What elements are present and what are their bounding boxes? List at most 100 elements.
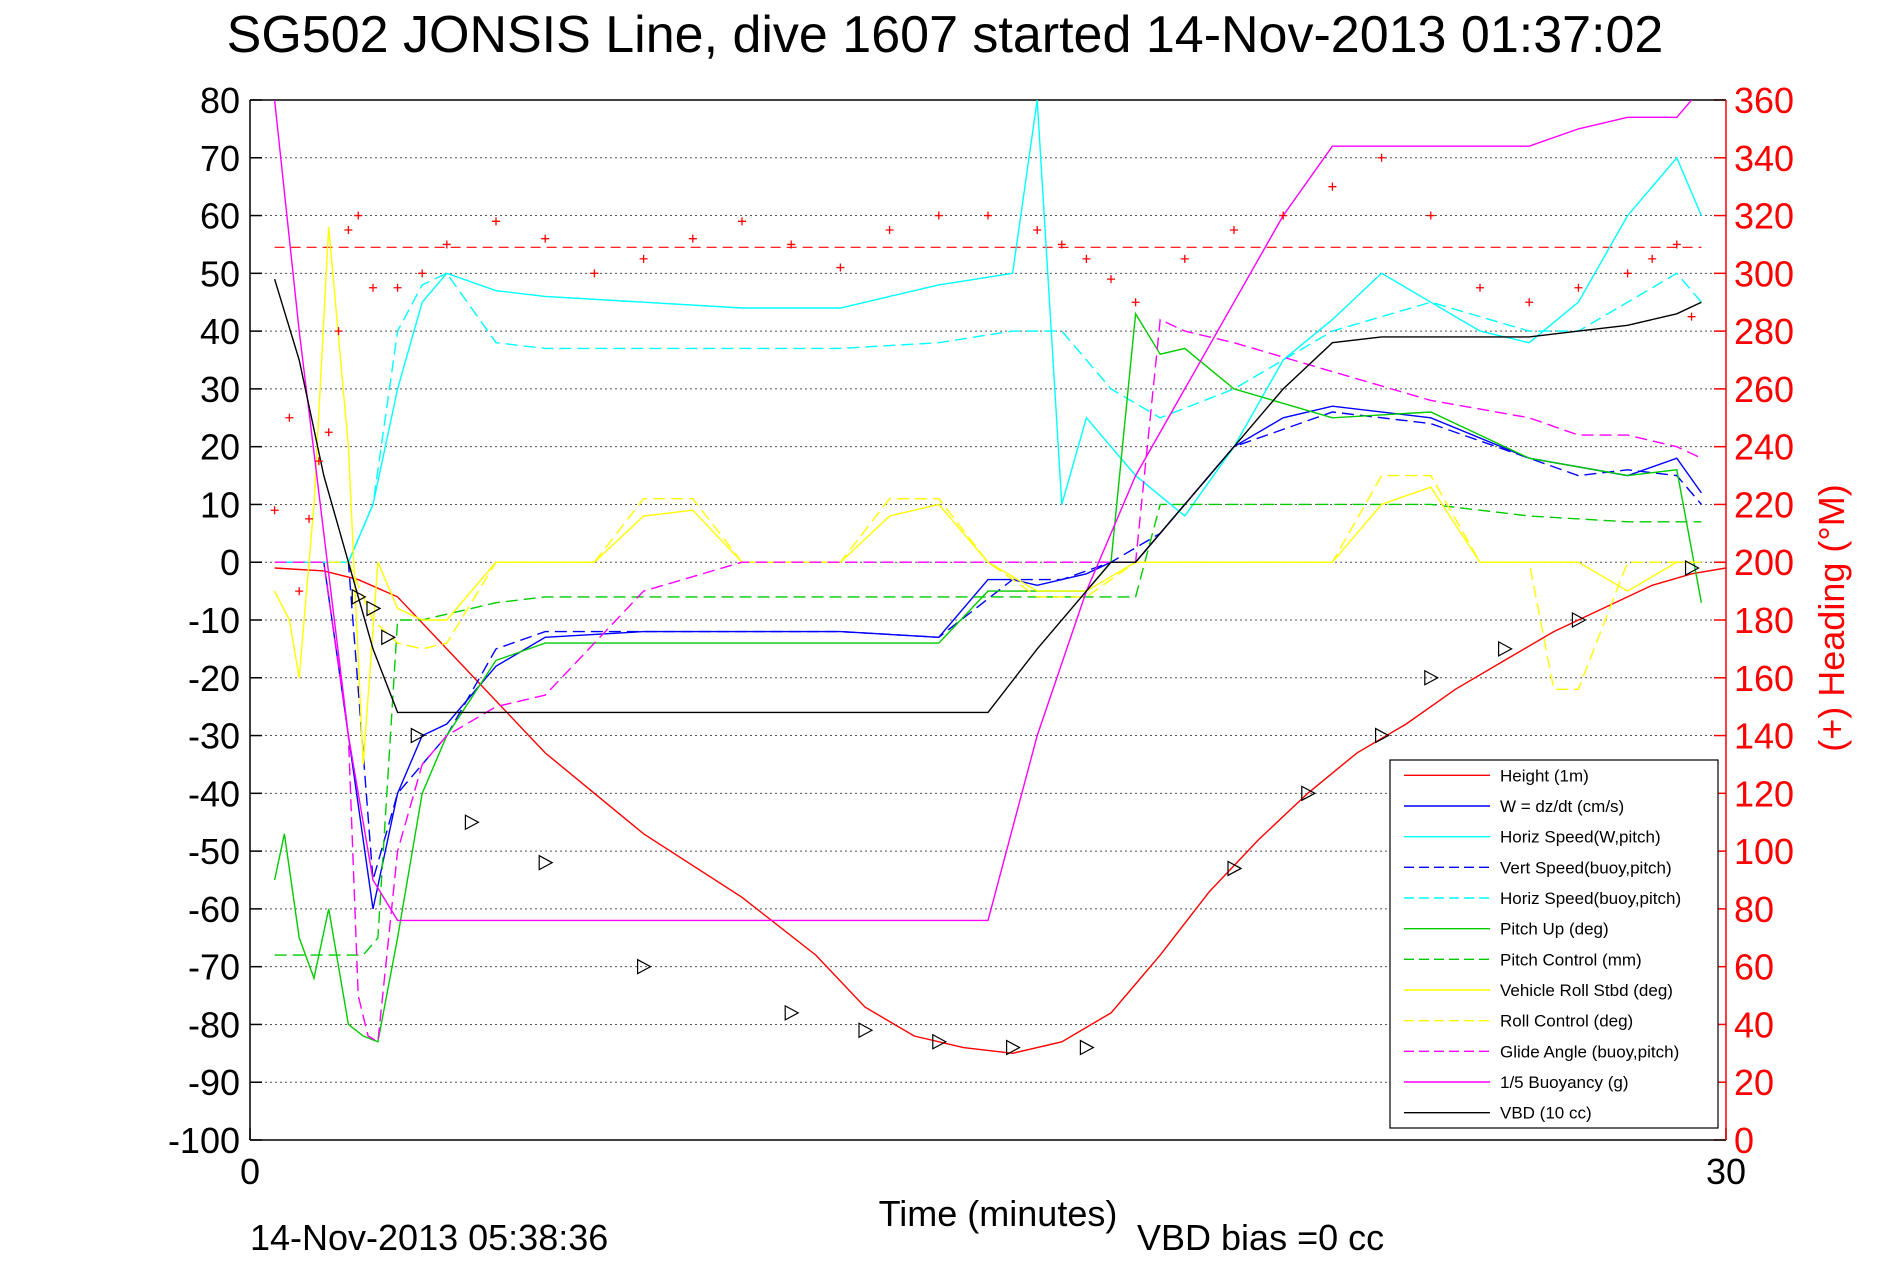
y-tick-label: -50: [188, 831, 240, 872]
depth-marker: [1006, 1039, 1021, 1056]
heading-point: [541, 234, 550, 243]
y-tick-label: 40: [200, 311, 240, 352]
y-tick-label: 30: [200, 369, 240, 410]
y-tick-label: 50: [200, 253, 240, 294]
series-line-9: [274, 318, 1702, 1043]
y-tick-label: -30: [188, 716, 240, 757]
series-line-11: [273, 278, 1702, 714]
legend-label: Height (1m): [1500, 766, 1589, 785]
heading-point: [639, 254, 648, 263]
heading-point: [934, 211, 943, 220]
y-tick-label: -80: [188, 1004, 240, 1045]
heading-point: [393, 283, 402, 292]
heading-point: [1426, 211, 1435, 220]
depth-marker: [784, 1004, 800, 1021]
heading-point: [270, 506, 279, 515]
depth-marker: [1301, 785, 1317, 802]
chart-title: SG502 JONSIS Line, dive 1607 started 14-…: [227, 6, 1664, 64]
y-right-tick-label: 100: [1734, 831, 1794, 872]
y-tick-label: -70: [188, 947, 240, 988]
series-line-2: [274, 100, 1703, 563]
series-line-8: [274, 474, 1702, 690]
heading-point: [1672, 240, 1681, 249]
legend-label: Pitch Control (mm): [1500, 950, 1642, 969]
y-tick-label: -40: [188, 773, 240, 814]
y-right-tick-label: 160: [1734, 658, 1794, 699]
y-tick-label: -60: [188, 889, 240, 930]
legend-label: Roll Control (deg): [1500, 1012, 1633, 1031]
heading-point: [344, 226, 353, 234]
legend-label: Pitch Up (deg): [1500, 920, 1609, 939]
series-line-6: [274, 503, 1702, 956]
y-right-tick-label: 240: [1734, 427, 1794, 468]
heading-point: [1648, 254, 1657, 263]
legend-label: Vert Speed(buoy,pitch): [1500, 858, 1672, 877]
x-tick-label: 30: [1706, 1151, 1746, 1192]
legend-label: Glide Angle (buoy,pitch): [1500, 1042, 1679, 1061]
depth-marker: [381, 629, 397, 646]
y-right-tick-label: 220: [1734, 484, 1794, 525]
heading-point: [442, 240, 451, 249]
depth-marker: [1571, 611, 1587, 629]
y-right-tick-label: 140: [1734, 716, 1794, 757]
heading-point: [354, 211, 363, 220]
depth-marker: [1684, 559, 1700, 577]
heading-point: [1033, 226, 1042, 234]
y-tick-label: 80: [200, 80, 240, 121]
y-tick-label: -90: [188, 1062, 240, 1103]
series-line-4: [274, 272, 1702, 563]
legend-label: 1/5 Buoyancy (g): [1500, 1073, 1629, 1092]
legend-label: VBD (10 cc): [1500, 1104, 1592, 1123]
heading-point: [885, 226, 894, 234]
depth-marker: [538, 854, 554, 871]
series-group: [270, 100, 1726, 1056]
heading-point: [1377, 153, 1386, 162]
y-right-tick-label: 80: [1734, 889, 1774, 930]
legend-label: Horiz Speed(buoy,pitch): [1500, 889, 1681, 908]
legend-label: Vehicle Roll Stbd (deg): [1500, 981, 1673, 1000]
y-right-tick-label: 280: [1734, 311, 1794, 352]
y-tick-label: 10: [200, 484, 240, 525]
heading-point: [1279, 211, 1288, 220]
depth-marker: [858, 1022, 874, 1039]
heading-point: [688, 234, 697, 243]
y-right-tick-label: 120: [1734, 773, 1794, 814]
depth-marker: [1079, 1039, 1095, 1056]
depth-marker: [351, 588, 367, 605]
heading-point: [1623, 269, 1632, 278]
legend-box: [1389, 759, 1719, 1129]
x-tick-label: 0: [240, 1151, 260, 1192]
y-tick-label: 70: [200, 138, 240, 179]
heading-point: [1230, 226, 1238, 234]
legend-label: W = dz/dt (cm/s): [1500, 797, 1624, 816]
depth-marker: [932, 1033, 948, 1050]
legend: Height (1m) W = dz/dt (cm/s) Horiz Speed(W…: [1389, 759, 1719, 1129]
y-right-tick-label: 340: [1734, 138, 1794, 179]
heading-point: [1328, 182, 1337, 191]
heading-point: [314, 457, 323, 466]
heading-point: [418, 269, 427, 278]
footer-timestamp: 14-Nov-2013 05:38:36: [250, 1217, 608, 1258]
heading-point: [1687, 312, 1696, 321]
y-tick-label: 0: [220, 542, 240, 583]
depth-marker: [1498, 640, 1513, 657]
y-right-tick-label: 320: [1734, 196, 1794, 237]
series-line-0: [274, 567, 1726, 1055]
heading-point: [1476, 283, 1484, 292]
y-axis-right-label: (+) Heading (°M): [1811, 484, 1852, 751]
heading-point: [1180, 254, 1189, 263]
depth-marker: [366, 600, 382, 617]
depth-marker: [464, 814, 480, 831]
series-line-5: [273, 311, 1703, 1043]
y-right-tick-label: 260: [1734, 369, 1794, 410]
heading-point: [1131, 298, 1140, 307]
depth-marker: [1424, 669, 1440, 686]
heading-point: [590, 269, 599, 278]
y-right-tick-label: 20: [1734, 1062, 1774, 1103]
y-tick-label: 20: [200, 427, 240, 468]
y-tick-label: -20: [188, 658, 240, 699]
depth-marker: [637, 958, 652, 975]
heading-point: [1082, 254, 1091, 263]
heading-point: [334, 327, 343, 336]
